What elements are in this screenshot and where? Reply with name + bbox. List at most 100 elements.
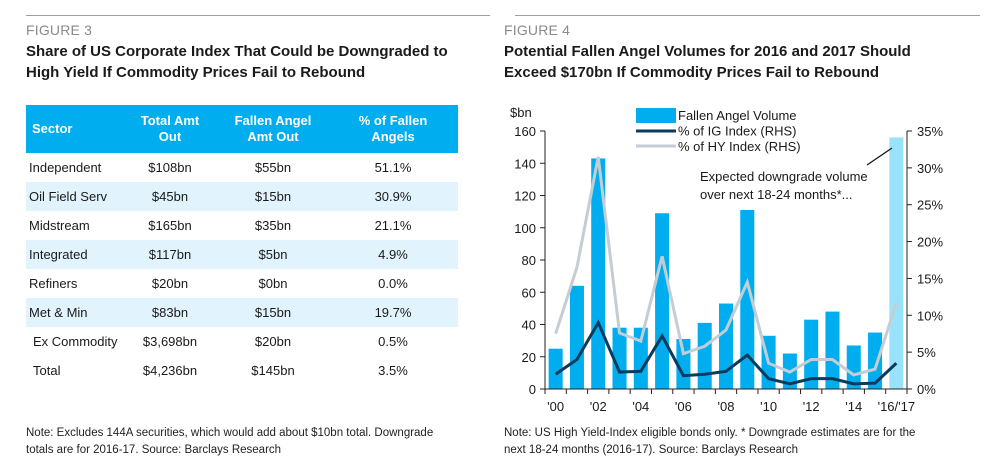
table-row: Met & Min $83bn $15bn 19.7% xyxy=(26,298,458,327)
header-pct-fallen-angels: % of Fallen Angels xyxy=(328,105,458,153)
figure4-title-line2: Exceed $170bn If Commodity Prices Fail t… xyxy=(504,64,880,81)
y-tick-label-right: 0% xyxy=(917,382,936,397)
bar xyxy=(633,327,648,389)
y-tick-label-left: 40 xyxy=(522,318,536,333)
figure4-note-line1: Note: US High Yield-Index eligible bonds… xyxy=(504,427,916,439)
y-tick-label-right: 20% xyxy=(917,235,943,250)
annotation-line1: Expected downgrade volume xyxy=(700,169,868,184)
cell-sector: Oil Field Serv xyxy=(26,182,122,211)
cell-total: $20bn xyxy=(151,276,189,291)
annotation-line2: over next 18-24 months*... xyxy=(700,187,852,202)
cell-fallen: $145bn xyxy=(251,363,295,378)
header-sector: Sector xyxy=(26,105,122,153)
x-tick-label: '02 xyxy=(590,399,607,414)
figure3-title-line2: High Yield If Commodity Prices Fail to R… xyxy=(26,64,366,81)
legend-label: % of IG Index (RHS) xyxy=(678,124,796,139)
cell-total: $3,698bn xyxy=(142,334,198,349)
y-tick-label-left: 0 xyxy=(529,382,536,397)
cell-fallen: $55bn xyxy=(254,160,292,175)
y-tick-label-left: 120 xyxy=(514,189,536,204)
bar xyxy=(697,322,712,389)
cell-fallen: $15bn xyxy=(218,182,328,211)
bar xyxy=(612,327,627,389)
x-tick-label: '00 xyxy=(547,399,564,414)
x-tick-label: '08 xyxy=(718,399,735,414)
cell-sector: Integrated xyxy=(26,240,122,269)
cell-total: $117bn xyxy=(122,240,218,269)
cell-pct: 19.7% xyxy=(328,298,458,327)
x-tick-label: '06 xyxy=(675,399,692,414)
annotation-pointer xyxy=(866,147,893,166)
figure4-title: Potential Fallen Angel Volumes for 2016 … xyxy=(504,41,911,83)
bar xyxy=(548,348,563,389)
cell-sector: Met & Min xyxy=(26,298,122,327)
y-tick-label-right: 10% xyxy=(917,308,943,323)
table-row: Integrated $117bn $5bn 4.9% xyxy=(26,240,458,269)
bar xyxy=(655,213,670,389)
cell-sector: Midstream xyxy=(29,218,90,233)
cell-sector: Independent xyxy=(29,160,102,175)
cell-total: $83bn xyxy=(122,298,218,327)
figure4-label: FIGURE 4 xyxy=(504,22,571,38)
y-tick-label-right: 25% xyxy=(917,198,943,213)
y-tick-label-right: 35% xyxy=(917,124,943,139)
figure4-note-line2: next 18-24 months (2016-17). Source: Bar… xyxy=(504,444,799,456)
figure3-note-line2: totals are for 2016-17. Source: Barclays… xyxy=(26,444,282,456)
table-row: Refiners $20bn $0bn 0.0% xyxy=(26,269,458,298)
table-row: Total $4,236bn $145bn 3.5% xyxy=(26,356,458,385)
cell-fallen: $15bn xyxy=(218,298,328,327)
cell-fallen: $35bn xyxy=(254,218,292,233)
x-tick-label: '10 xyxy=(760,399,777,414)
fallen-angel-chart: 0 20 40 60 80 100 120 140 160 0% 5% 10% 15% 20% 25% 30%… xyxy=(510,105,943,414)
figure3-note-line1: Note: Excludes 144A securities, which wo… xyxy=(26,427,434,439)
chart-annotation: Expected downgrade volume over next 18-24… xyxy=(700,147,893,202)
figure3-note: Note: Excludes 144A securities, which wo… xyxy=(26,425,433,459)
cell-fallen: $20bn xyxy=(254,334,292,349)
cell-sector: Refiners xyxy=(29,276,78,291)
bar xyxy=(804,319,819,389)
figure3-top-rule xyxy=(26,15,490,16)
cell-pct: 4.9% xyxy=(328,240,458,269)
y-tick-label-left: 100 xyxy=(514,221,536,236)
figure4-title-line1: Potential Fallen Angel Volumes for 2016 … xyxy=(504,43,911,60)
y-tick-label-left: 80 xyxy=(522,253,536,268)
ig-index-line xyxy=(554,319,898,386)
legend-label: % of HY Index (RHS) xyxy=(678,139,801,154)
bar-expected xyxy=(889,137,904,389)
cell-pct: 0.5% xyxy=(378,334,408,349)
hy-index-line xyxy=(554,156,898,377)
cell-total: $45bn xyxy=(122,182,218,211)
cell-pct: 21.1% xyxy=(374,218,412,233)
table-row: Independent $108bn $55bn 51.1% xyxy=(26,153,458,182)
cell-pct: 0.0% xyxy=(378,276,408,291)
line-series xyxy=(554,156,898,386)
bar xyxy=(569,285,584,389)
table-header-row: Sector Total Amt Out Fallen Angel Amt Out … xyxy=(26,105,458,153)
x-tick-label: '04 xyxy=(632,399,649,414)
y-tick-label-left: 20 xyxy=(522,350,536,365)
table-row: Oil Field Serv $45bn $15bn 30.9% xyxy=(26,182,458,211)
y-tick-label-left: 140 xyxy=(514,156,536,171)
cell-total: $4,236bn xyxy=(142,363,198,378)
y-tick-label-left: 160 xyxy=(514,124,536,139)
chart-legend: Fallen Angel Volume% of IG Index (RHS)% … xyxy=(636,108,801,154)
bar xyxy=(868,332,883,389)
bar xyxy=(825,311,840,389)
x-tick-label: '16/'17 xyxy=(878,399,916,414)
header-total-amt-out: Total Amt Out xyxy=(122,105,218,153)
cell-fallen: $0bn xyxy=(258,276,288,291)
x-tick-label: '14 xyxy=(845,399,862,414)
cell-sector: Total xyxy=(33,363,61,378)
figure3-title: Share of US Corporate Index That Could b… xyxy=(26,41,448,83)
y-tick-label-left: 60 xyxy=(522,285,536,300)
cell-total: $108bn xyxy=(148,160,192,175)
table-row: Midstream $165bn $35bn 21.1% xyxy=(26,211,458,240)
cell-pct: 51.1% xyxy=(374,160,412,175)
legend-label: Fallen Angel Volume xyxy=(678,108,797,123)
bar xyxy=(740,210,755,389)
legend-swatch-bar xyxy=(636,108,676,123)
y-tick-label-right: 5% xyxy=(917,345,936,360)
sector-table: Sector Total Amt Out Fallen Angel Amt Out … xyxy=(26,105,458,385)
x-tick-label: '12 xyxy=(803,399,820,414)
y-tick-label-right: 15% xyxy=(917,271,943,286)
